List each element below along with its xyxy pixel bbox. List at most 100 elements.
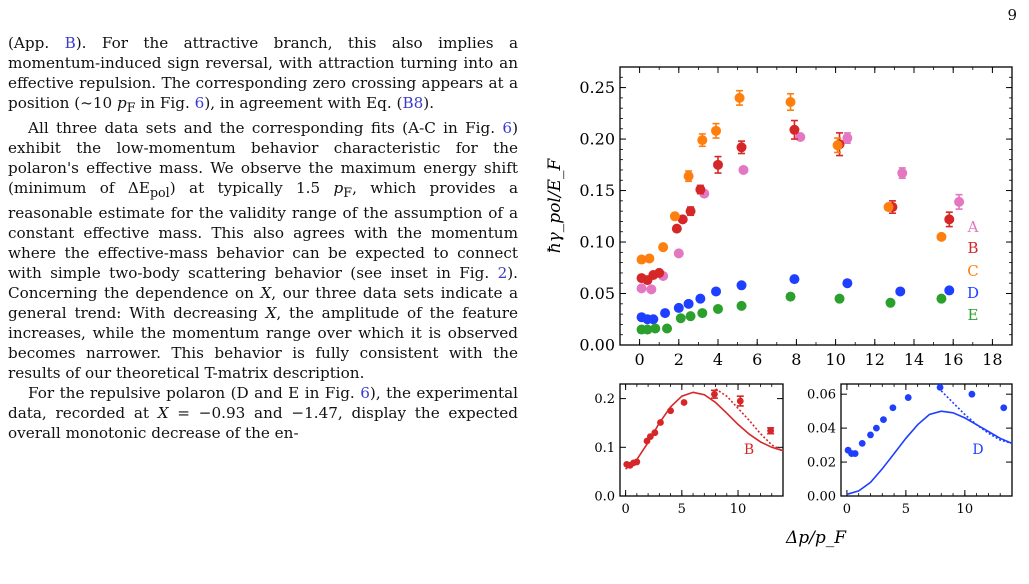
data-point-B <box>657 419 664 426</box>
text-run: All three data sets and the correspondin… <box>28 119 503 138</box>
text-run: ). For the attractive branch, this also … <box>8 34 518 112</box>
data-point-B <box>651 429 659 437</box>
data-point-B <box>680 399 688 406</box>
plot-frame <box>619 383 784 497</box>
data-point-A <box>646 284 657 295</box>
x-tick-label: 14 <box>904 350 924 369</box>
x-tick-label: 10 <box>957 502 974 517</box>
y-tick-label: 0.0 <box>594 490 615 505</box>
data-point-D <box>880 416 887 424</box>
subscript: pol <box>149 185 170 201</box>
data-point-E <box>885 297 896 308</box>
data-point-C <box>683 171 694 182</box>
x-tick-label: 10 <box>825 350 845 369</box>
text-run: ) exhibit the low-momentum behavior char… <box>8 119 518 198</box>
data-point-B <box>736 142 747 153</box>
text-run: ), in agreement with Eq. ( <box>204 94 403 112</box>
legend-label-A: A <box>967 218 979 236</box>
y-tick-label: 0.05 <box>579 284 615 303</box>
text-run: , our three data sets indicate a general… <box>8 284 518 323</box>
text-run: , the amplitude of the feature increases… <box>8 304 518 383</box>
y-tick-label: 0.06 <box>807 388 836 403</box>
data-point-B <box>654 267 665 278</box>
data-point-D <box>867 431 874 439</box>
data-point-B <box>736 397 744 405</box>
data-point-D <box>889 404 897 412</box>
data-point-B <box>646 433 654 440</box>
data-point-D <box>1000 404 1008 412</box>
text-run: ). Concerning the dependence on <box>8 264 518 303</box>
data-point-E <box>675 313 686 324</box>
inset-label: B <box>744 442 754 458</box>
reference-link[interactable]: 6 <box>194 94 205 112</box>
data-point-D <box>968 390 976 398</box>
x-tick-label: 0 <box>635 350 645 369</box>
y-tick-label: 0.15 <box>579 181 615 200</box>
data-point-D <box>711 286 722 297</box>
math-symbol: p <box>333 179 344 198</box>
data-point-C <box>832 140 843 151</box>
page-number: 9 <box>1007 6 1017 24</box>
subplot-b: 0 5 10 0.0 0.1 0.2 B <box>594 383 784 517</box>
data-point-D <box>648 314 659 325</box>
paragraph-3: For the repulsive polaron (D and E in Fi… <box>8 383 518 443</box>
data-point-B <box>711 390 718 398</box>
x-tick-label: 2 <box>674 350 684 369</box>
data-point-C <box>883 202 894 213</box>
text-run: , which provides a reasonable estimate f… <box>8 179 519 283</box>
data-point-A <box>954 196 965 207</box>
data-point-E <box>642 324 653 335</box>
data-point-C <box>785 97 796 108</box>
math-symbol: p <box>117 94 127 112</box>
x-tick-label: 4 <box>713 350 723 369</box>
data-point-B <box>789 124 800 135</box>
data-point-C <box>669 211 680 222</box>
data-point-D <box>936 383 944 391</box>
y-tick-label: 0.04 <box>807 422 836 437</box>
fit-curve <box>625 391 784 470</box>
y-tick-label: 0.00 <box>807 490 836 505</box>
data-point-E <box>936 293 947 304</box>
data-point-D <box>872 424 880 432</box>
paragraph-2: All three data sets and the correspondin… <box>8 118 518 383</box>
x-tick-label: 0 <box>621 502 629 517</box>
x-tick-label: 5 <box>902 502 910 517</box>
text-run: ) at typically 1.5 <box>169 179 334 198</box>
inset-label: D <box>972 442 983 458</box>
reference-link[interactable]: B <box>64 34 76 52</box>
data-point-A <box>673 248 684 259</box>
data-point-D <box>695 293 706 304</box>
figure-6: 0 2 4 6 8 10 12 14 16 180.000.050.100.150.200.25ħ… <box>545 66 1013 548</box>
data-point-E <box>785 291 796 302</box>
text-run: = −0.93 and −1.47, display the expected … <box>8 404 519 443</box>
data-point-C <box>936 231 947 242</box>
data-point-B <box>713 159 723 170</box>
reference-link[interactable]: 2 <box>497 264 508 283</box>
reference-link[interactable]: 6 <box>360 384 370 403</box>
reference-link[interactable]: B8 <box>402 94 424 112</box>
y-tick-label: 0.2 <box>594 392 615 407</box>
y-tick-label: 0.1 <box>594 441 615 456</box>
reference-link[interactable]: 6 <box>502 119 513 138</box>
x-tick-label: 10 <box>730 502 747 517</box>
paragraph-1: (App. B). For the attractive branch, thi… <box>8 33 518 118</box>
data-point-B <box>671 223 682 234</box>
data-point-C <box>711 125 722 136</box>
data-point-C <box>658 242 669 253</box>
math-symbol: X <box>260 284 272 303</box>
data-point-E <box>713 303 723 314</box>
data-point-A <box>636 283 647 294</box>
legend-label-C: C <box>967 262 978 280</box>
text-run: (App. <box>8 34 65 52</box>
legend-label-D: D <box>967 284 979 302</box>
main-plot: 0 2 4 6 8 10 12 14 16 18 0.00 0.05 0.10 0.15 0.20 0.25 ħ… <box>545 66 1013 369</box>
y-axis-label: ħγ_pol/E_F <box>545 158 565 254</box>
x-axis-label: Δp/p_F <box>785 528 847 548</box>
y-tick-label: 0.02 <box>807 456 836 471</box>
data-point-A <box>842 133 853 144</box>
text-column: (App. B). For the attractive branch, thi… <box>0 33 538 443</box>
data-point-E <box>685 311 696 322</box>
data-point-B <box>944 214 955 225</box>
legend-label-B: B <box>967 239 978 257</box>
data-point-D <box>789 274 800 285</box>
